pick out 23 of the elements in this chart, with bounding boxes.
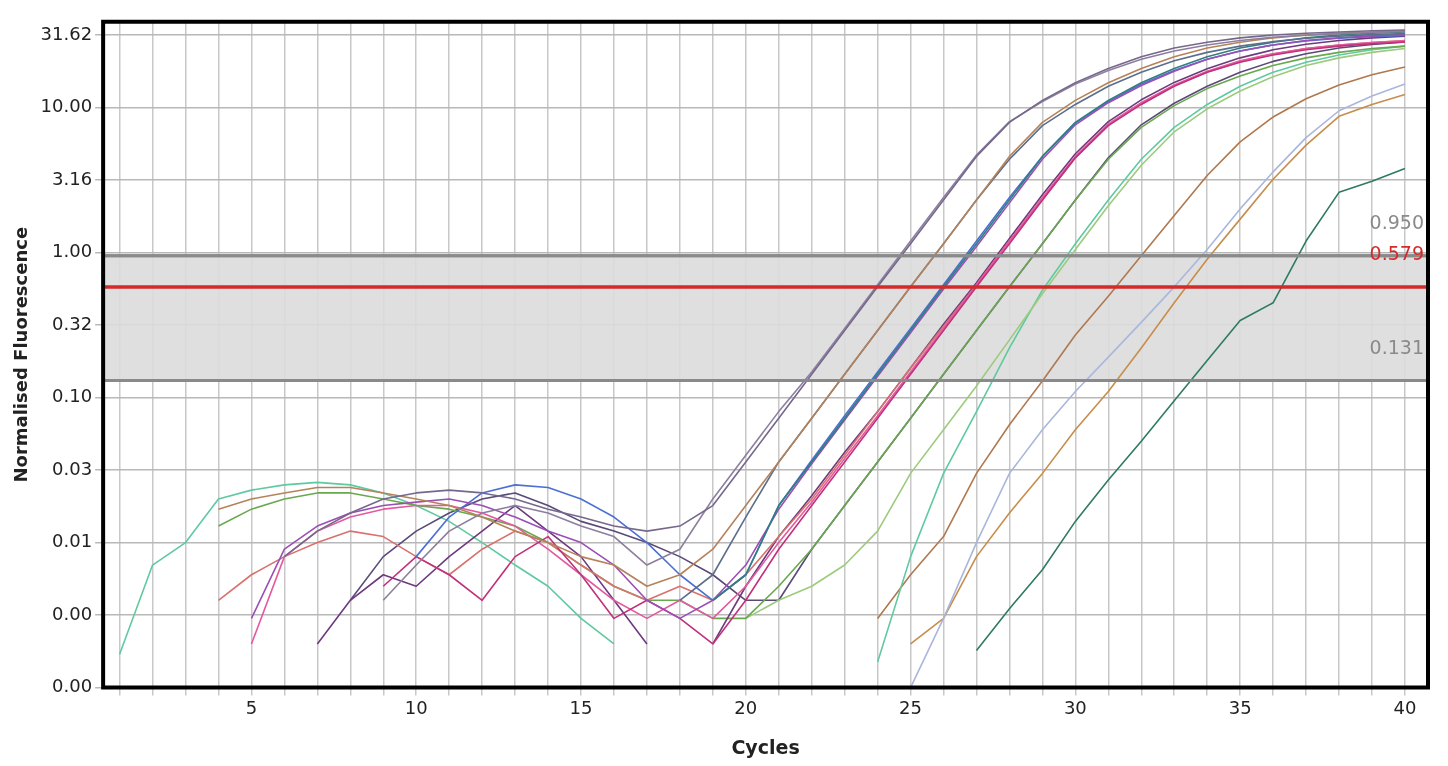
y-tick-label: 0.01 [52, 530, 93, 552]
y-tick-label: 0.32 [52, 312, 93, 334]
ref-line-label: 0.131 [1369, 335, 1424, 358]
y-tick-label: 0.03 [52, 457, 93, 479]
x-tick-label: 25 [899, 697, 923, 719]
y-tick-label: 0.00 [52, 602, 93, 624]
y-tick-label: 0.00 [52, 675, 93, 697]
ref-line-label: 0.950 [1369, 211, 1424, 234]
y-tick-label: 3.16 [52, 167, 93, 189]
x-axis-title: Cycles [731, 735, 800, 758]
y-tick-label: 10.00 [40, 95, 93, 117]
x-tick-label: 40 [1393, 697, 1417, 719]
x-tick-label: 30 [1063, 697, 1087, 719]
x-tick-label: 20 [734, 697, 758, 719]
y-tick-label: 1.00 [52, 240, 93, 262]
x-tick-label: 10 [404, 697, 428, 719]
ref-line-label: 0.579 [1369, 242, 1424, 265]
x-tick-label: 5 [245, 697, 258, 719]
x-tick-label: 35 [1228, 697, 1252, 719]
y-axis-title: Normalised Fluorescence [10, 226, 32, 483]
y-tick-label: 0.10 [52, 385, 93, 407]
y-tick-label: 31.62 [40, 22, 93, 44]
x-tick-label: 15 [569, 697, 593, 719]
